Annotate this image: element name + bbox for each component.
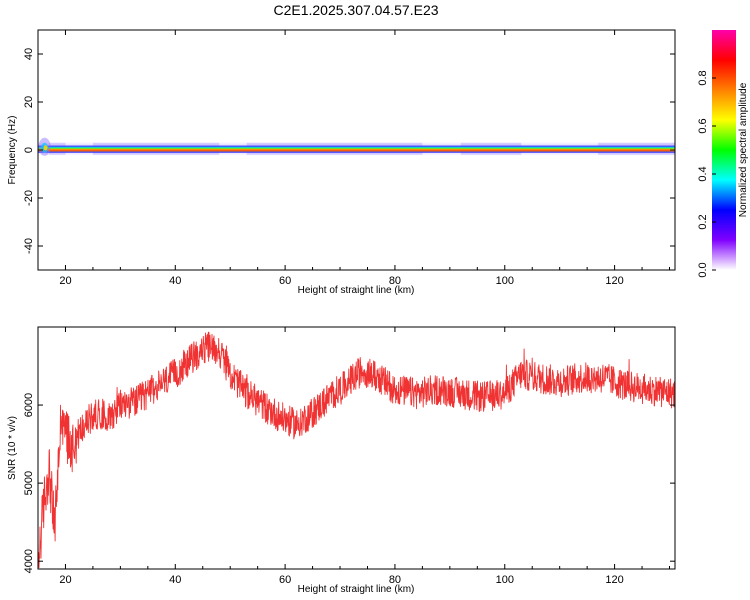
colorbar-tick-label: 0.8 — [697, 70, 709, 85]
ridge-start-peak — [43, 145, 48, 151]
snr-x-tick-label: 120 — [605, 574, 623, 586]
spectrogram-x-ticks: 20 40 60 80 100 120 — [37, 30, 671, 287]
ridge-band — [38, 146, 675, 148]
snr-frame — [37, 326, 676, 570]
colorbar-tick-label: 0.0 — [697, 262, 709, 277]
snr-x-label: Height of straight line (km) — [298, 584, 415, 595]
snr-y-ticks: 4000 5000 6000 — [23, 393, 675, 573]
spectrogram-y-tick-label: 40 — [23, 48, 35, 60]
spectrogram-y-ticks: -40 -20 0 20 40 — [23, 48, 675, 254]
ridge-band — [38, 149, 675, 151]
snr-panel: 20 40 60 80 100 120 4000 5000 6000 Height of st… — [7, 326, 676, 595]
colorbar-tick-label: 0.2 — [697, 214, 709, 229]
spectrogram-x-tick-label: 100 — [496, 275, 514, 287]
spectrogram-y-tick-label: -40 — [23, 238, 35, 254]
spectrogram-x-tick-label: 80 — [389, 275, 401, 287]
snr-y-label: SNR (10 * v/v) — [7, 416, 18, 480]
snr-x-tick-label: 80 — [389, 574, 401, 586]
chart-title: C2E1.2025.307.04.57.E23 — [273, 2, 438, 18]
snr-series-line — [38, 331, 675, 569]
snr-x-tick-label: 20 — [59, 574, 71, 586]
colorbar-label: Normalized spectral amplitude — [738, 82, 749, 217]
spectrogram-x-label: Height of straight line (km) — [298, 285, 415, 296]
ridge-band — [38, 151, 675, 153]
colorbar: 0.0 0.2 0.4 0.6 0.8 Normalized spectral ampl… — [697, 30, 749, 278]
ridge-band — [38, 150, 675, 152]
ridge-band — [38, 145, 675, 147]
spectrogram-plot-area — [38, 137, 675, 156]
snr-y-tick-label: 5000 — [23, 471, 35, 495]
spectrogram-panel: 20 40 60 80 100 120 -40 -20 0 20 40 Height of str… — [7, 29, 676, 296]
snr-y-tick-label: 6000 — [23, 393, 35, 417]
snr-x-ticks: 20 40 60 80 100 120 — [37, 327, 671, 586]
snr-x-tick-label: 40 — [169, 574, 181, 586]
spectrogram-y-tick-label: 20 — [23, 96, 35, 108]
spectrogram-y-label: Frequency (Hz) — [7, 116, 18, 185]
snr-y-tick-label: 4000 — [23, 549, 35, 573]
ridge-band — [38, 148, 675, 150]
colorbar-tick-label: 0.6 — [697, 118, 709, 133]
spectrogram-x-tick-label: 40 — [169, 275, 181, 287]
snr-x-tick-label: 100 — [496, 574, 514, 586]
snr-x-tick-label: 60 — [279, 574, 291, 586]
spectrogram-x-tick-label: 20 — [59, 275, 71, 287]
colorbar-tick-label: 0.4 — [697, 166, 709, 181]
spectrogram-y-tick-label: -20 — [23, 190, 35, 206]
spectrogram-y-tick-label: 0 — [23, 147, 35, 153]
spectrogram-x-tick-label: 120 — [605, 275, 623, 287]
spectrogram-x-tick-label: 60 — [279, 275, 291, 287]
colorbar-ticks: 0.0 0.2 0.4 0.6 0.8 — [697, 70, 716, 278]
ridge-band — [38, 147, 675, 149]
colorbar-gradient — [712, 30, 736, 270]
